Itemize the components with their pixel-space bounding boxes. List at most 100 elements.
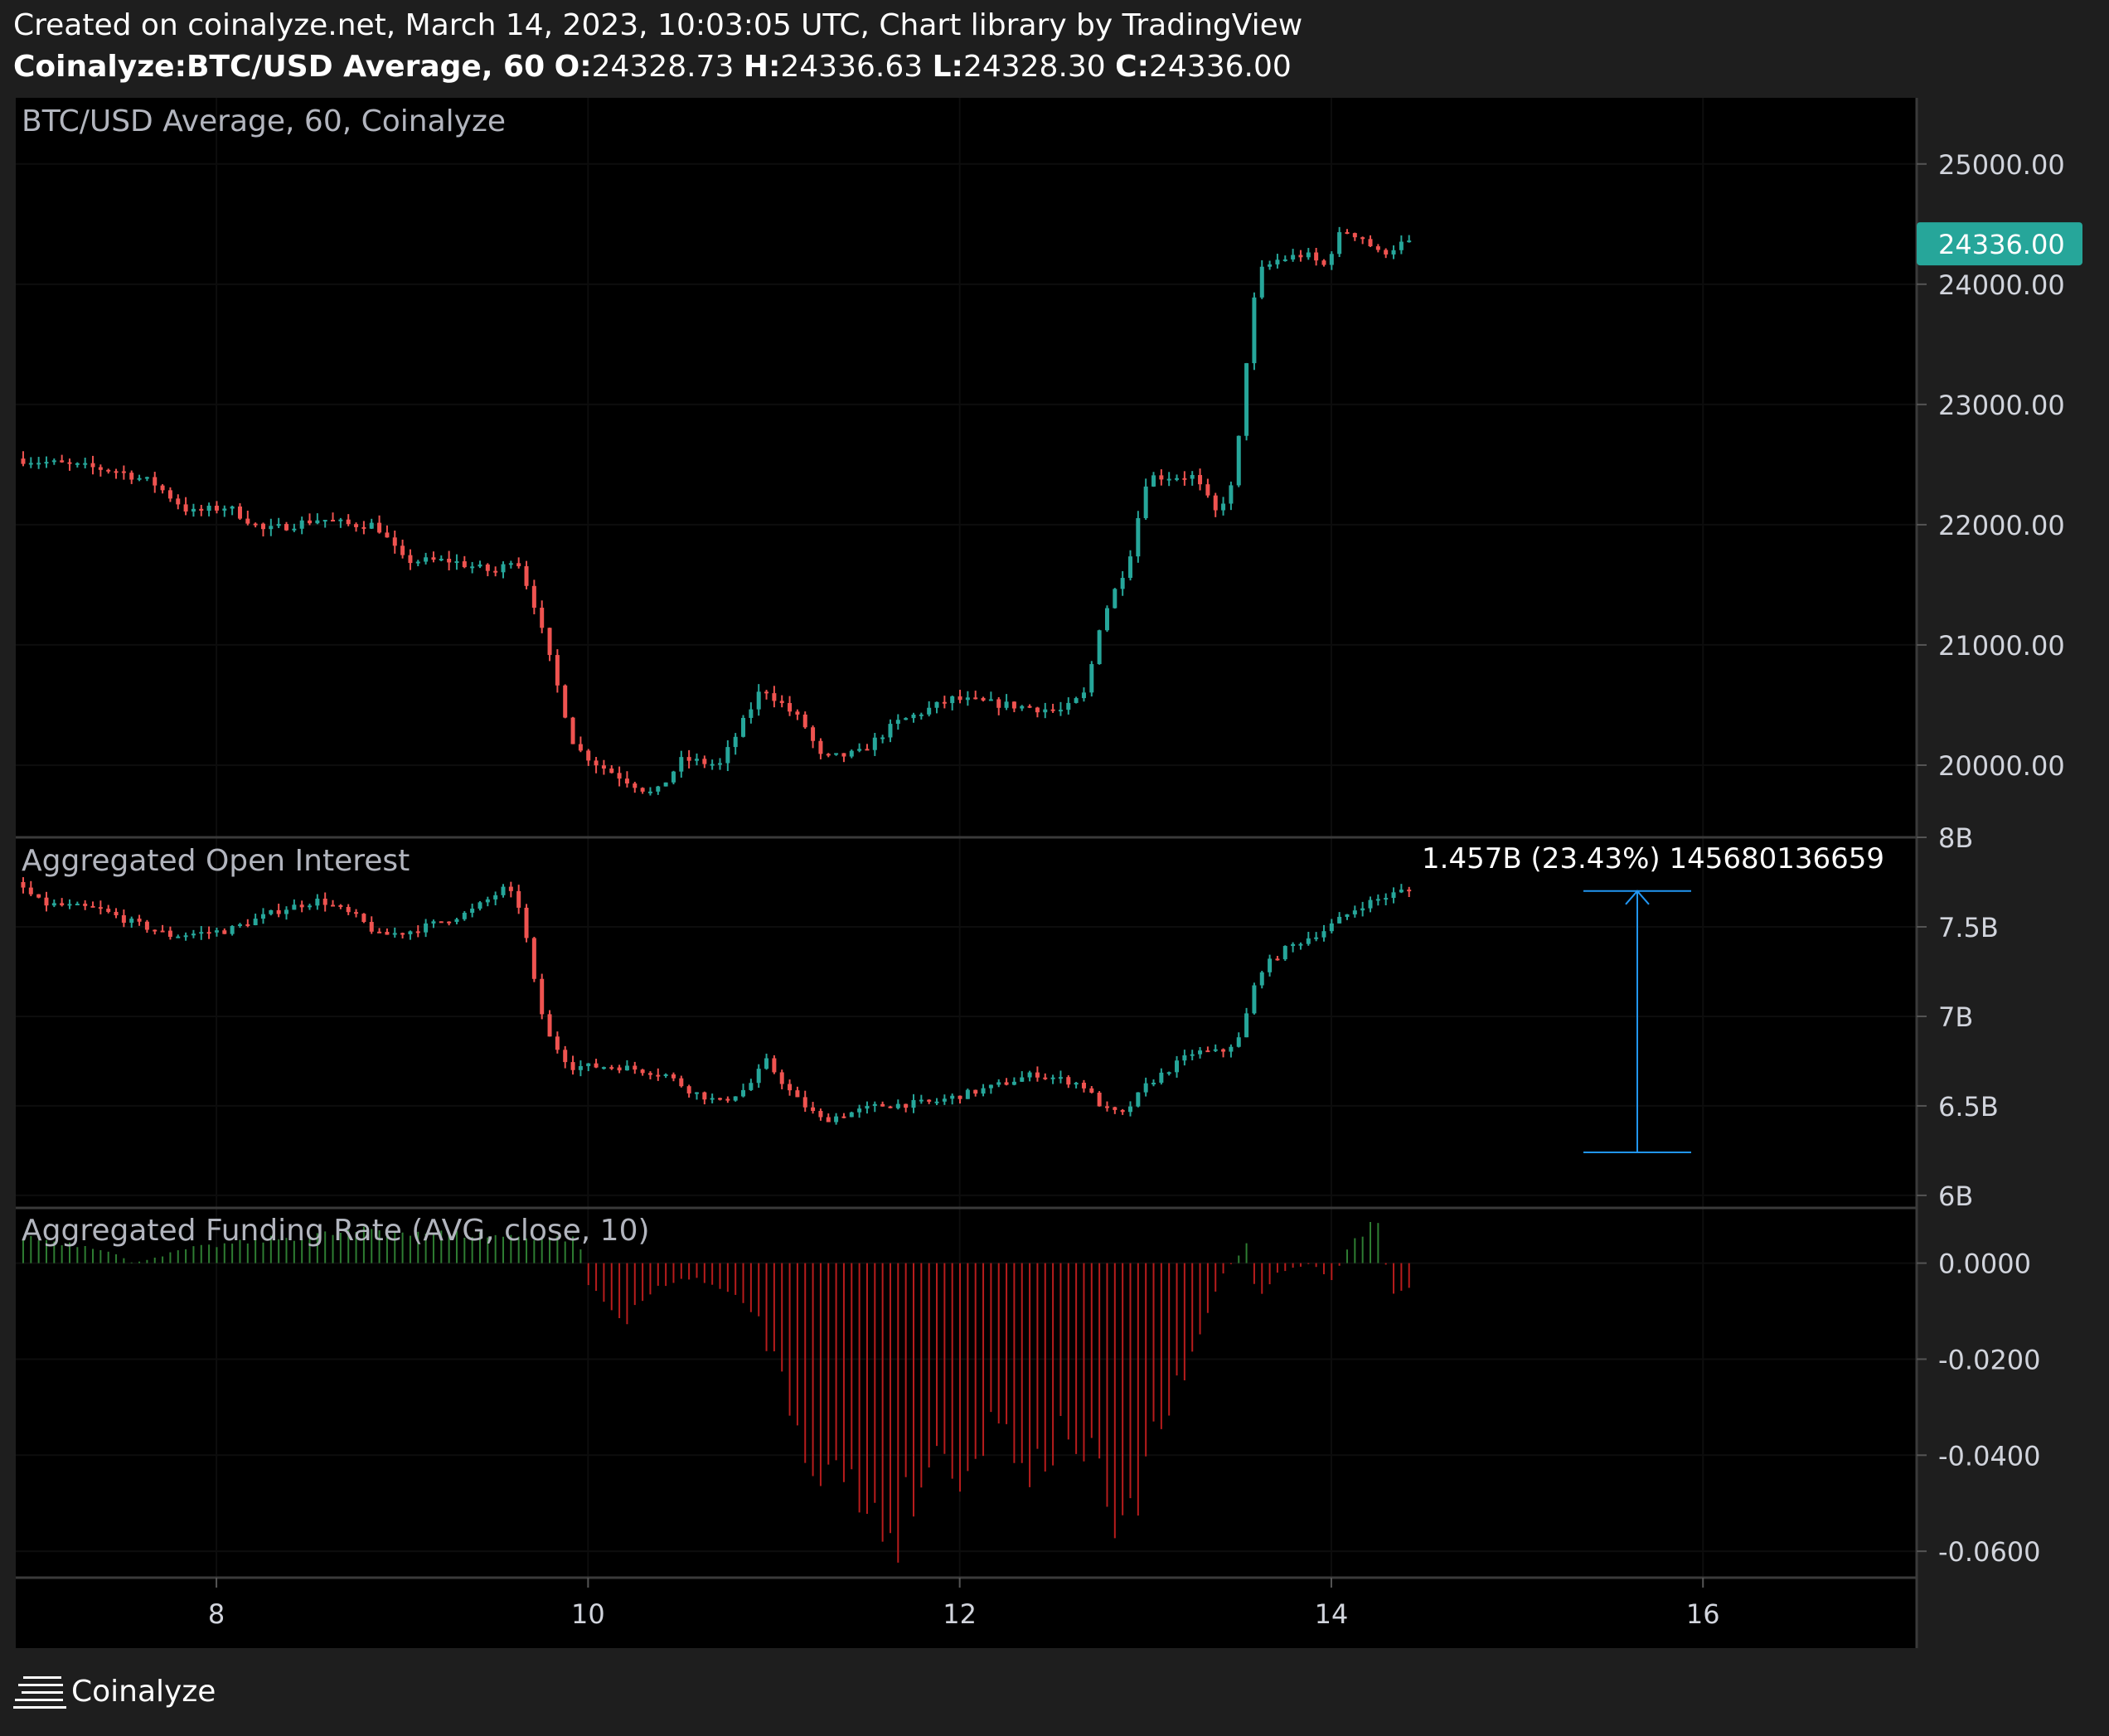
price-candle-body[interactable] — [424, 557, 429, 562]
oi-candle-body[interactable] — [640, 1069, 645, 1074]
price-candle-body[interactable] — [563, 685, 568, 718]
price-candle-body[interactable] — [1282, 259, 1287, 261]
price-candle-body[interactable] — [83, 463, 88, 465]
price-candle-body[interactable] — [1229, 485, 1234, 504]
oi-candle-body[interactable] — [1166, 1072, 1171, 1074]
price-candle-body[interactable] — [996, 699, 1001, 708]
oi-candle-body[interactable] — [996, 1082, 1001, 1085]
y-axis[interactable]: 25000.00 24000.00 23000.00 22000.00 21000.00… — [1917, 149, 2082, 1568]
price-candle-body[interactable] — [1268, 264, 1273, 267]
oi-candle-body[interactable] — [880, 1103, 885, 1107]
oi-candle-body[interactable] — [269, 909, 274, 914]
oi-candle-body[interactable] — [1151, 1083, 1156, 1085]
oi-candle-body[interactable] — [671, 1074, 676, 1079]
price-candle-body[interactable] — [1104, 608, 1109, 631]
price-candle-body[interactable] — [927, 707, 932, 715]
oi-candle-body[interactable] — [439, 921, 444, 924]
oi-candle-body[interactable] — [764, 1058, 769, 1069]
oi-candle-body[interactable] — [788, 1084, 793, 1091]
oi-candle-body[interactable] — [586, 1063, 591, 1066]
price-candle-body[interactable] — [346, 519, 351, 525]
price-candle-body[interactable] — [121, 471, 126, 473]
oi-candle-body[interactable] — [1058, 1077, 1063, 1079]
price-candle-body[interactable] — [292, 528, 297, 531]
price-candle-body[interactable] — [880, 737, 885, 739]
oi-candle-body[interactable] — [942, 1098, 947, 1102]
price-candle-body[interactable] — [1345, 232, 1350, 235]
oi-candle-body[interactable] — [524, 907, 529, 938]
price-candle-body[interactable] — [485, 564, 490, 571]
oi-candle-body[interactable] — [872, 1103, 877, 1106]
oi-candle-body[interactable] — [1298, 943, 1303, 946]
oi-candle-body[interactable] — [447, 921, 452, 924]
price-candle-body[interactable] — [1058, 710, 1063, 712]
price-candle-body[interactable] — [988, 699, 993, 701]
price-candle-body[interactable] — [1175, 478, 1180, 480]
oi-candle-body[interactable] — [44, 897, 49, 906]
price-candle-body[interactable] — [1120, 578, 1125, 589]
oi-candle-body[interactable] — [315, 898, 320, 906]
price-candle-body[interactable] — [199, 508, 204, 512]
price-candle-body[interactable] — [1089, 664, 1094, 693]
price-candle-body[interactable] — [183, 504, 188, 512]
oi-candle-body[interactable] — [624, 1065, 629, 1071]
price-candle-body[interactable] — [795, 711, 800, 715]
price-candle-body[interactable] — [51, 460, 56, 463]
oi-candle-body[interactable] — [1011, 1081, 1016, 1085]
price-candle-body[interactable] — [942, 701, 947, 704]
price-candle-body[interactable] — [617, 773, 622, 779]
price-candle-body[interactable] — [981, 697, 986, 701]
price-candle-body[interactable] — [431, 557, 436, 560]
oi-candle-body[interactable] — [214, 930, 219, 933]
oi-candle-body[interactable] — [21, 881, 26, 888]
oi-candle-body[interactable] — [454, 919, 459, 923]
price-candle-body[interactable] — [284, 524, 289, 531]
price-candle-body[interactable] — [702, 759, 707, 764]
oi-candle-body[interactable] — [1066, 1077, 1071, 1085]
oi-candle-body[interactable] — [1113, 1107, 1118, 1110]
open-interest-pane[interactable]: 1.457B (23.43%) 145680136659 Aggregated … — [16, 836, 1917, 1208]
price-candle-body[interactable] — [1384, 250, 1389, 255]
price-candle-body[interactable] — [516, 563, 521, 566]
oi-candle-body[interactable] — [75, 904, 80, 906]
price-candle-body[interactable] — [508, 563, 513, 565]
oi-candle-body[interactable] — [710, 1098, 715, 1100]
price-candle-body[interactable] — [392, 537, 397, 546]
oi-candle-body[interactable] — [1159, 1072, 1164, 1084]
oi-candle-body[interactable] — [563, 1050, 568, 1063]
oi-candle-body[interactable] — [408, 931, 413, 934]
oi-candle-body[interactable] — [478, 902, 482, 909]
oi-candle-body[interactable] — [1360, 908, 1365, 911]
price-candle-body[interactable] — [1050, 709, 1055, 711]
price-candle-body[interactable] — [802, 714, 807, 728]
price-candle-body[interactable] — [640, 788, 645, 792]
oi-candle-body[interactable] — [153, 929, 158, 932]
price-candle-body[interactable] — [439, 558, 444, 560]
price-candle-body[interactable] — [904, 718, 909, 720]
oi-candle-body[interactable] — [292, 904, 297, 910]
oi-candle-body[interactable] — [284, 909, 289, 914]
oi-candle-body[interactable] — [1321, 931, 1326, 938]
price-candle-body[interactable] — [447, 558, 452, 563]
oi-candle-body[interactable] — [493, 895, 498, 900]
oi-candle-body[interactable] — [865, 1105, 870, 1109]
price-candle-body[interactable] — [1291, 255, 1296, 259]
price-candle-body[interactable] — [1182, 478, 1187, 480]
price-candle-body[interactable] — [114, 471, 119, 473]
price-candle-body[interactable] — [338, 519, 343, 521]
oi-candle-body[interactable] — [1127, 1106, 1132, 1113]
price-candle-body[interactable] — [524, 565, 529, 586]
price-candle-body[interactable] — [586, 750, 591, 761]
price-candle-body[interactable] — [849, 750, 854, 757]
oi-candle-body[interactable] — [137, 919, 142, 922]
price-candle-body[interactable] — [1352, 233, 1357, 238]
oi-candle-body[interactable] — [485, 899, 490, 903]
price-candle-body[interactable] — [415, 561, 420, 564]
oi-candle-body[interactable] — [462, 912, 467, 919]
oi-candle-body[interactable] — [547, 1014, 552, 1037]
price-candle-body[interactable] — [369, 522, 374, 529]
oi-candle-body[interactable] — [1120, 1109, 1125, 1113]
price-candle-body[interactable] — [958, 696, 962, 701]
oi-candle-body[interactable] — [1205, 1050, 1210, 1053]
oi-candle-body[interactable] — [98, 907, 103, 909]
